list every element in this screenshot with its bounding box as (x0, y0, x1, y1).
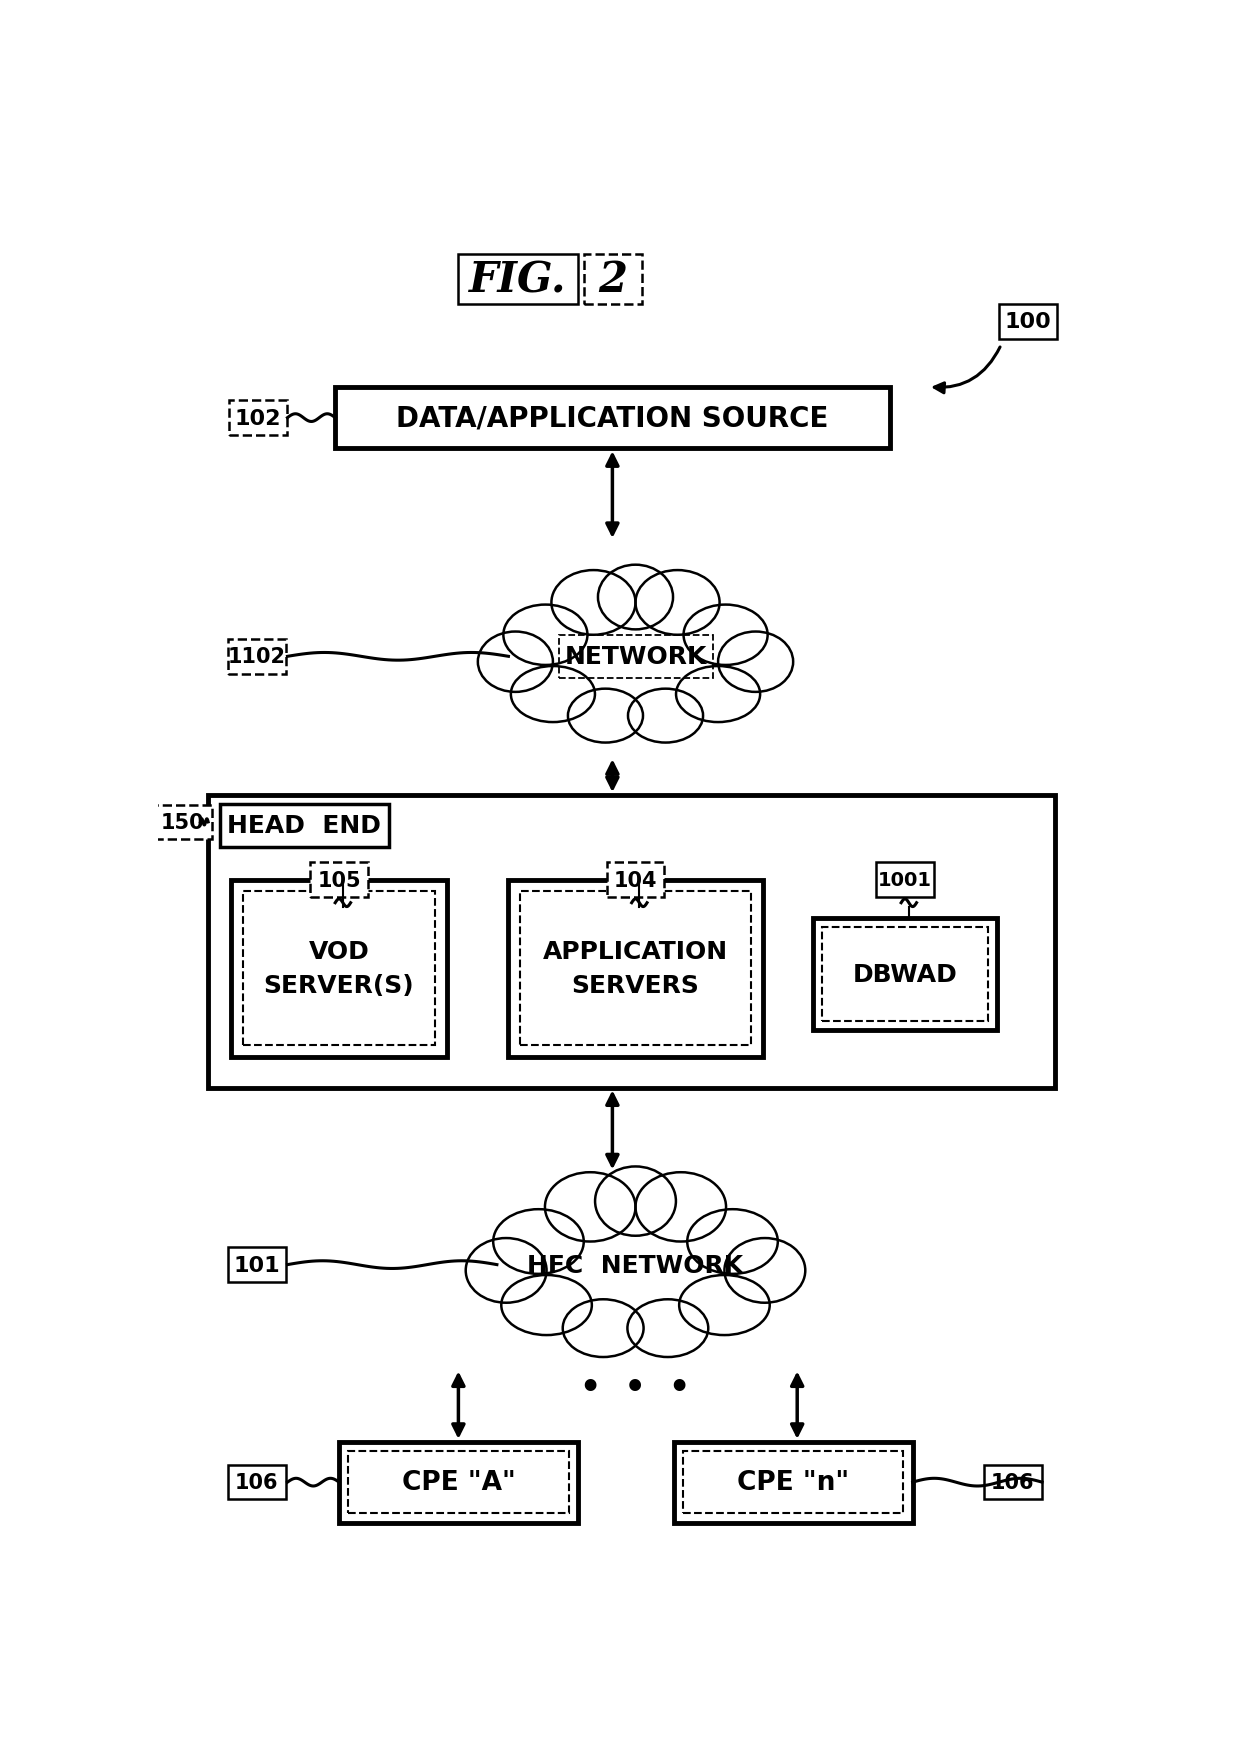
Bar (683, 1451, 904, 1513)
Bar (219, 806, 389, 848)
Text: •  •  •: • • • (580, 1372, 691, 1404)
Ellipse shape (683, 605, 768, 665)
Bar (335, 388, 889, 449)
Ellipse shape (552, 570, 635, 635)
Ellipse shape (477, 632, 553, 693)
Ellipse shape (680, 1276, 770, 1336)
Ellipse shape (627, 690, 703, 742)
Ellipse shape (568, 690, 644, 742)
Bar (606, 863, 665, 897)
Ellipse shape (598, 565, 673, 630)
Bar (532, 1243, 739, 1288)
Text: 102: 102 (234, 409, 281, 428)
Bar (228, 1248, 285, 1283)
Text: 1001: 1001 (878, 870, 932, 890)
Bar (228, 639, 285, 674)
Ellipse shape (494, 1209, 584, 1274)
Text: 101: 101 (233, 1255, 280, 1274)
Bar (243, 892, 435, 1046)
Ellipse shape (635, 570, 719, 635)
Text: APPLICATION
SERVERS: APPLICATION SERVERS (543, 941, 728, 997)
Bar (310, 863, 368, 897)
Text: 100: 100 (1004, 312, 1052, 332)
Text: DBWAD: DBWAD (853, 962, 957, 986)
Text: DATA/APPLICATION SOURCE: DATA/APPLICATION SOURCE (397, 404, 828, 432)
Text: VOD
SERVER(S): VOD SERVER(S) (264, 941, 414, 997)
Text: 1102: 1102 (228, 648, 285, 667)
Bar (154, 806, 212, 839)
Ellipse shape (531, 1190, 740, 1339)
Bar (229, 402, 288, 435)
Bar (877, 863, 934, 897)
Bar (675, 1443, 913, 1523)
Text: 2: 2 (598, 260, 627, 302)
Text: 106: 106 (991, 1472, 1034, 1492)
Bar (520, 892, 751, 1046)
Ellipse shape (718, 632, 794, 693)
Bar (508, 879, 763, 1057)
Ellipse shape (627, 1299, 708, 1357)
Text: 150: 150 (161, 813, 205, 832)
Text: HEAD  END: HEAD END (227, 814, 382, 837)
Ellipse shape (538, 586, 733, 727)
Text: HFC  NETWORK: HFC NETWORK (527, 1253, 744, 1278)
Ellipse shape (503, 605, 588, 665)
Text: CPE "A": CPE "A" (402, 1469, 516, 1495)
Ellipse shape (466, 1239, 547, 1302)
Text: 105: 105 (317, 870, 361, 890)
Text: NETWORK: NETWORK (564, 644, 707, 669)
Ellipse shape (501, 1276, 591, 1336)
Ellipse shape (544, 1172, 635, 1243)
Bar (339, 1443, 578, 1523)
Bar (228, 1465, 285, 1499)
Ellipse shape (595, 1167, 676, 1236)
Bar (208, 795, 1055, 1088)
Ellipse shape (687, 1209, 777, 1274)
Bar (822, 928, 988, 1021)
Bar (459, 254, 578, 305)
Bar (983, 1465, 1042, 1499)
Text: 104: 104 (614, 870, 657, 890)
Ellipse shape (724, 1239, 805, 1302)
Ellipse shape (676, 667, 760, 723)
Bar (584, 254, 641, 305)
Bar (812, 918, 997, 1030)
Bar (231, 879, 446, 1057)
Bar (999, 305, 1056, 339)
Bar (348, 1451, 568, 1513)
Ellipse shape (511, 667, 595, 723)
Ellipse shape (635, 1172, 727, 1243)
Text: CPE "n": CPE "n" (738, 1469, 849, 1495)
Ellipse shape (563, 1299, 644, 1357)
Text: FIG.: FIG. (469, 260, 567, 302)
Bar (558, 635, 713, 679)
Text: 106: 106 (234, 1472, 279, 1492)
